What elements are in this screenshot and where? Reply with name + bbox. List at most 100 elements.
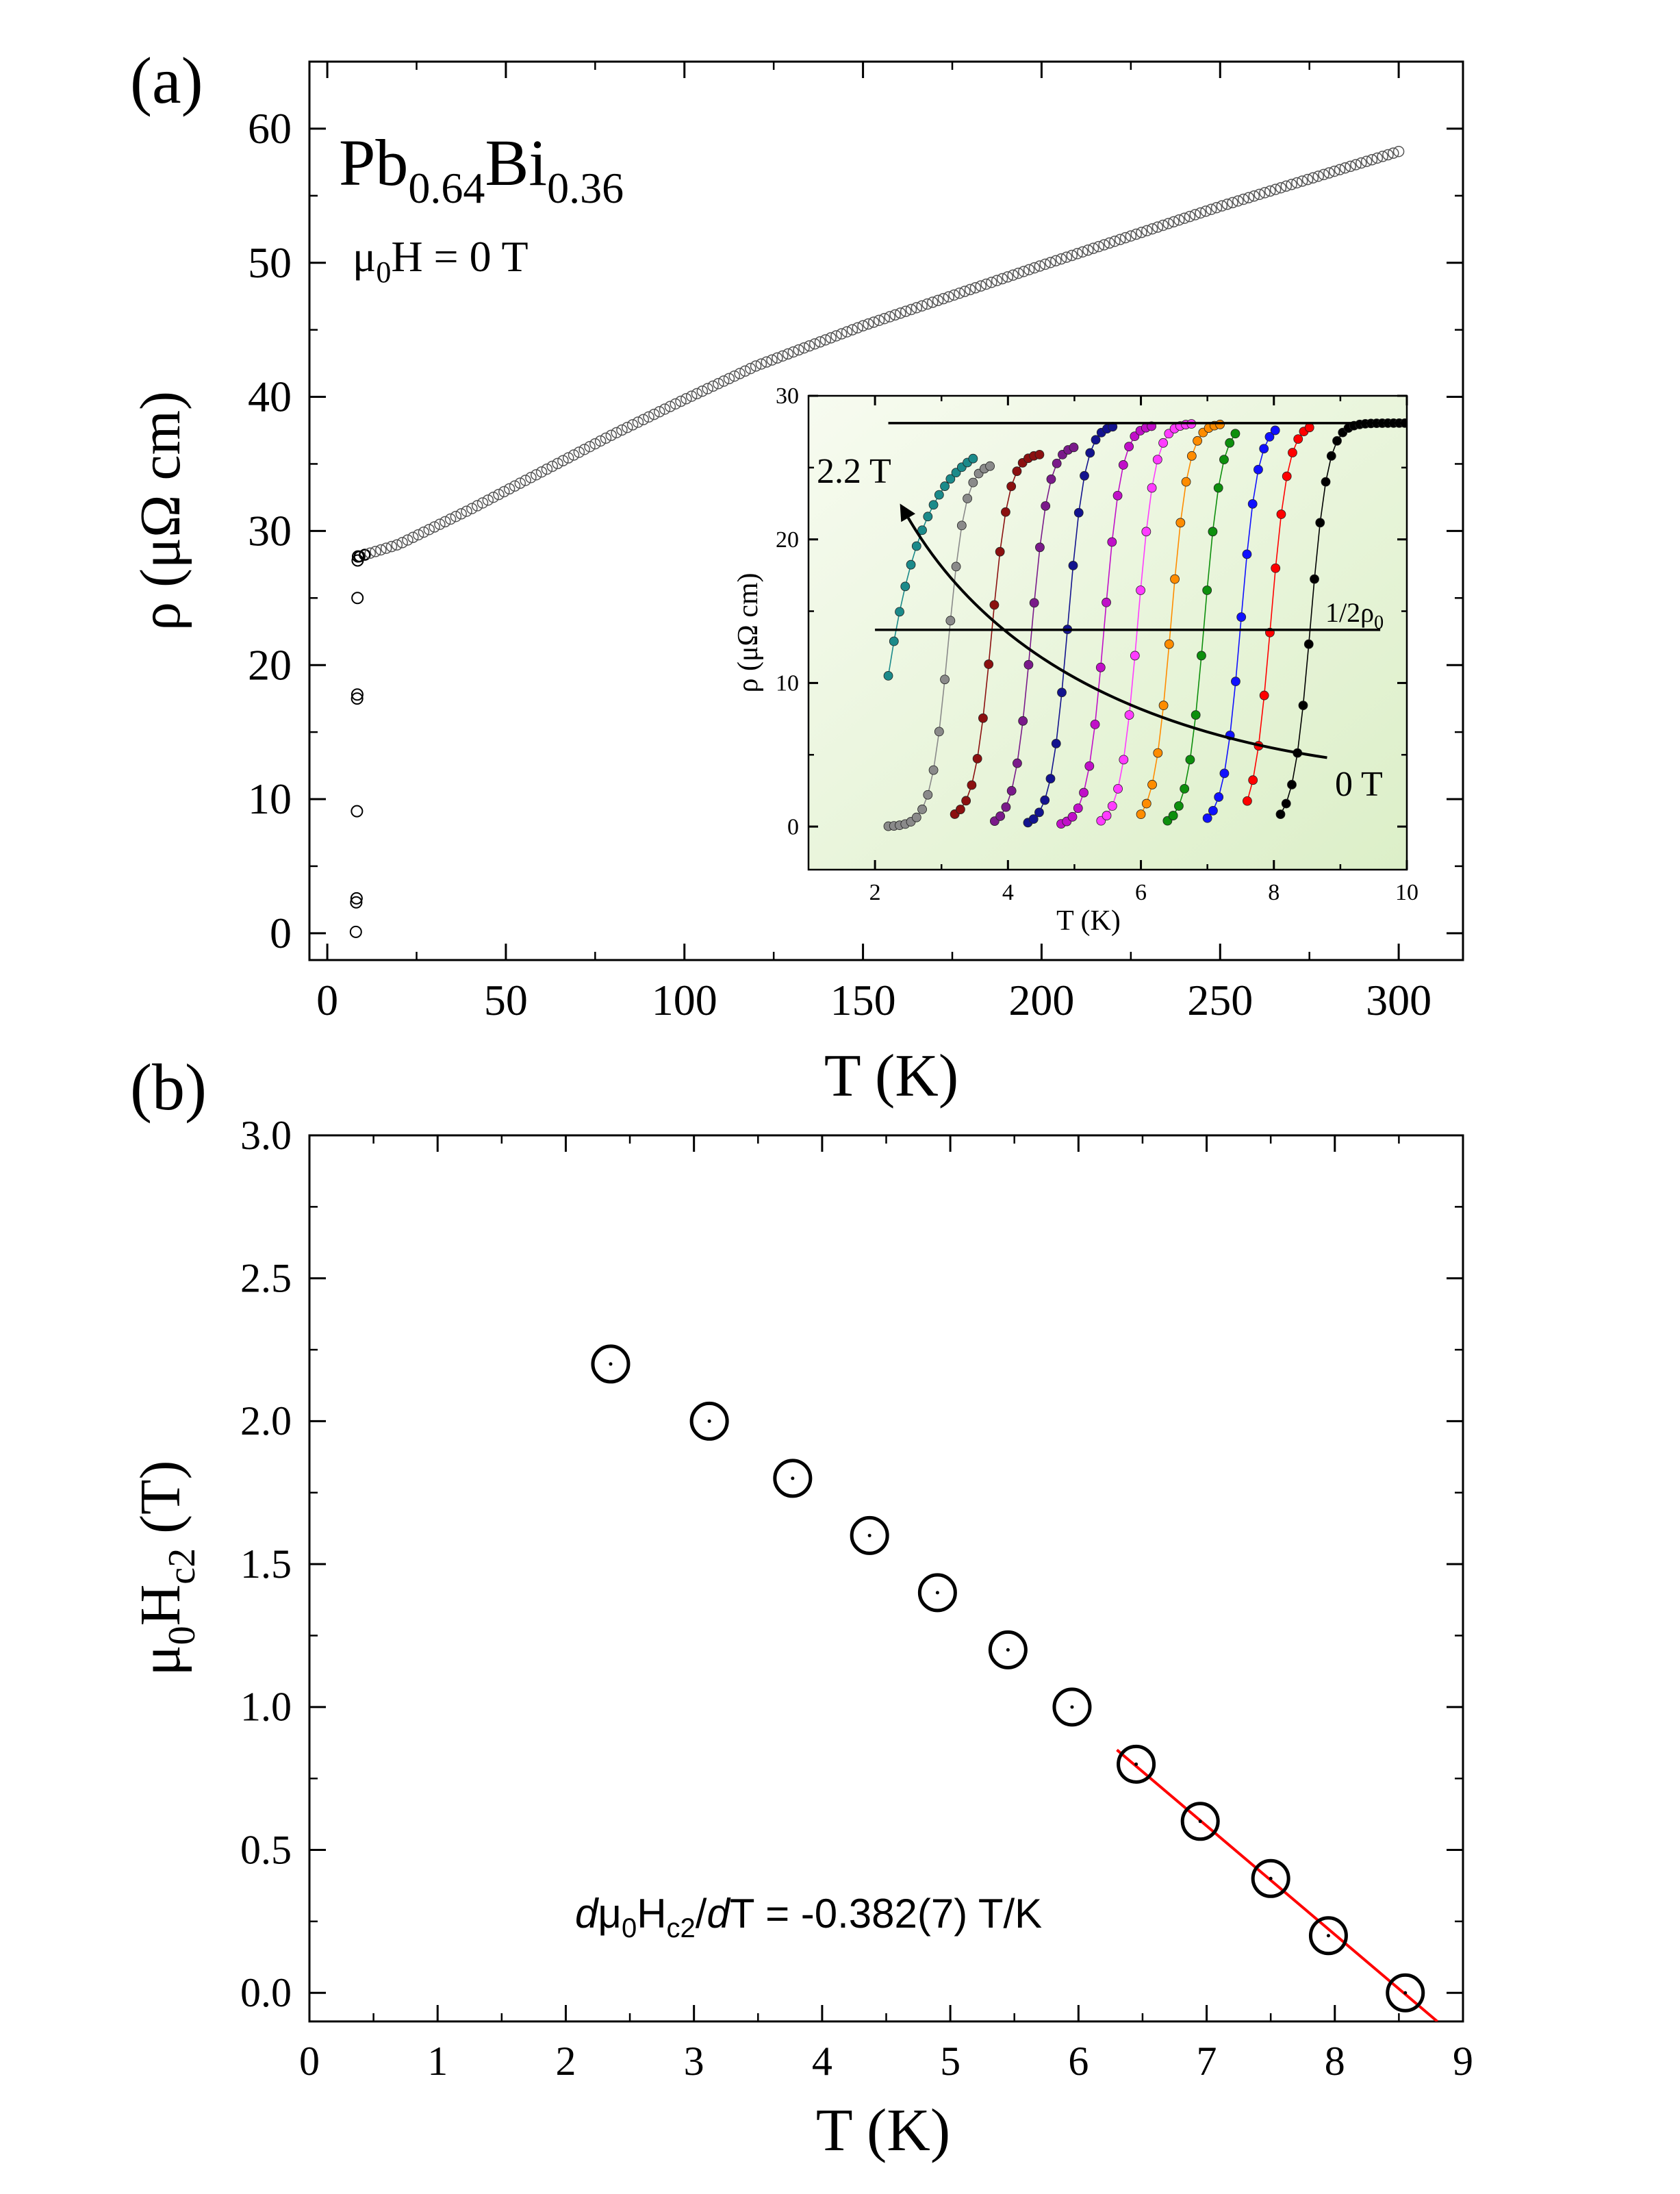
inset-point <box>1124 710 1134 720</box>
inset-point <box>978 713 988 723</box>
rho-point <box>1301 173 1314 186</box>
rho-point <box>568 449 580 461</box>
rho-point <box>353 550 366 563</box>
inset-point <box>1303 639 1314 649</box>
inset-point <box>1175 518 1186 528</box>
inset-point <box>1069 442 1079 453</box>
inset-point <box>1202 813 1212 823</box>
inset-point <box>1304 423 1314 433</box>
a-y-tick-label: 60 <box>248 104 292 153</box>
rho-point <box>541 463 553 475</box>
inset-point <box>1091 435 1101 445</box>
inset-point <box>1006 481 1017 492</box>
panel-a-label: (a) <box>130 44 203 117</box>
rho-point <box>1114 234 1126 245</box>
rho-point <box>476 497 489 509</box>
inset-transition-curves <box>883 418 1407 831</box>
rho-point <box>804 340 815 352</box>
rho-point <box>632 416 644 428</box>
rho-point <box>996 273 1008 285</box>
inset-point <box>883 671 893 681</box>
field-label: μ0H = 0 T <box>353 232 529 289</box>
rho-point <box>825 332 837 344</box>
inset-point <box>1057 688 1067 698</box>
inset-point <box>995 811 1006 821</box>
inset-point <box>1208 805 1218 816</box>
hc2-marker-dot <box>1403 1991 1408 1995</box>
inset-point <box>972 754 982 764</box>
inset-point <box>1276 509 1286 519</box>
a-x-tick-label: 250 <box>1187 976 1253 1024</box>
inset-point <box>1259 444 1269 454</box>
rho-point <box>380 542 392 554</box>
inset-label-zero-field: 0 T <box>1335 765 1383 804</box>
inset-point <box>1271 563 1281 573</box>
inset-point <box>989 600 1000 610</box>
rho-point <box>350 896 363 909</box>
slope-annotation: dμ0Hc2/dT = -0.382(7) T/K <box>575 1891 1042 1943</box>
rho-point <box>1125 230 1137 242</box>
rho-point <box>1109 236 1121 247</box>
rho-point <box>723 373 735 385</box>
inset-point <box>945 616 956 626</box>
rho-point <box>1200 205 1212 217</box>
inset-point <box>1186 451 1197 461</box>
rho-point <box>772 352 783 364</box>
rho-point <box>1275 181 1287 194</box>
hc2-marker-dot <box>935 1591 939 1595</box>
inset-point <box>934 490 944 500</box>
hc2-marker <box>1117 1744 1156 1784</box>
rho-point <box>1323 167 1335 179</box>
inset-point <box>1124 442 1134 452</box>
inset-point <box>1102 811 1112 820</box>
inset-series <box>1096 419 1197 826</box>
inset-point <box>1288 448 1297 457</box>
rho-point <box>900 305 912 317</box>
inset-point <box>940 674 950 685</box>
hc2-marker-dot <box>1070 1705 1074 1709</box>
rho-point <box>664 401 676 412</box>
inset-point <box>1326 451 1336 461</box>
rho-point <box>1382 149 1394 161</box>
inset-point <box>995 546 1005 557</box>
rho-point <box>1377 151 1388 162</box>
field-arrow <box>906 517 1327 759</box>
panel-b-xlabel: T (K) <box>816 2097 950 2164</box>
inset-point <box>1287 779 1297 790</box>
rho-point <box>396 537 408 548</box>
inset-point <box>1191 710 1201 720</box>
rho-point <box>535 466 548 478</box>
rho-point <box>600 432 612 444</box>
inset-y-tick-label: 10 <box>776 671 799 696</box>
rho-point <box>351 688 364 701</box>
inset-point <box>1107 801 1117 811</box>
rho-point <box>980 278 992 290</box>
rho-point <box>1018 266 1030 277</box>
hc2-marker-dot <box>1198 1819 1202 1824</box>
inset-point <box>1264 431 1275 442</box>
rho-point <box>755 358 767 370</box>
rho-point <box>1388 147 1399 159</box>
inset-point <box>934 727 944 737</box>
panel-a-frame <box>308 60 1464 961</box>
inset-x-tick-label: 8 <box>1268 880 1280 905</box>
inset-point <box>917 805 927 814</box>
inset-x-tick-label: 2 <box>869 880 881 905</box>
rho-point <box>1339 162 1351 174</box>
rho-point <box>943 291 955 303</box>
rho-point <box>1184 210 1196 223</box>
b-x-tick-label: 7 <box>1197 2039 1217 2084</box>
rho-point <box>905 303 917 316</box>
inset-x-tick-label: 10 <box>1395 880 1418 905</box>
inset-point <box>1041 501 1051 511</box>
rho-point <box>498 486 510 498</box>
rho-point <box>1237 193 1249 205</box>
rho-point <box>734 368 746 379</box>
hc2-point <box>1052 1687 1092 1727</box>
rho-point <box>959 286 971 297</box>
rho-point <box>670 398 681 410</box>
rho-point <box>370 546 381 557</box>
rho-point <box>626 419 639 431</box>
